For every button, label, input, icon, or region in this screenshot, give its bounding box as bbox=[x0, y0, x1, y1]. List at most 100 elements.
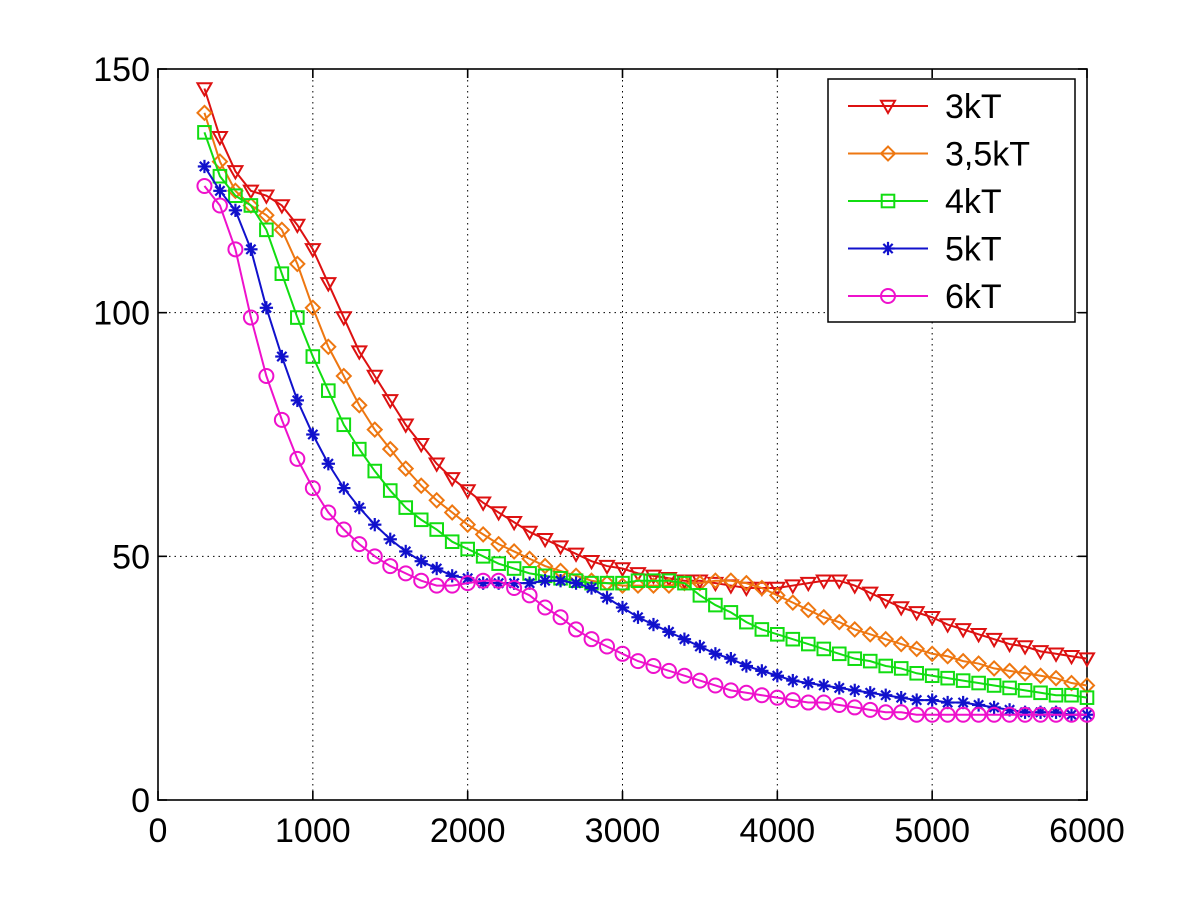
data-point bbox=[924, 706, 941, 723]
data-point bbox=[582, 554, 601, 571]
data-point bbox=[799, 576, 818, 593]
data-point bbox=[646, 617, 661, 632]
x-tick-label: 3000 bbox=[585, 812, 661, 850]
legend-marker bbox=[879, 145, 897, 162]
data-point bbox=[242, 309, 259, 326]
data-point bbox=[306, 427, 320, 442]
data-point bbox=[630, 573, 646, 589]
data-point bbox=[613, 562, 632, 578]
data-point bbox=[335, 521, 352, 538]
data-point bbox=[815, 694, 832, 711]
x-tick-label: 1000 bbox=[275, 812, 351, 850]
legend-label: 3,5kT bbox=[945, 136, 1030, 174]
data-point bbox=[723, 605, 739, 620]
axes: 0 1000 2000 3000 4000 5000 6000 0 50 100 150 bbox=[93, 51, 1125, 850]
data-point bbox=[770, 669, 784, 683]
legend-entry: 6kT bbox=[848, 278, 1002, 316]
data-point bbox=[923, 645, 941, 663]
data-point bbox=[892, 601, 910, 617]
data-point bbox=[551, 540, 570, 556]
data-point bbox=[755, 664, 769, 678]
data-point bbox=[397, 460, 415, 478]
data-point bbox=[305, 349, 321, 364]
data-point bbox=[770, 627, 785, 642]
data-point bbox=[1002, 680, 1017, 696]
data-point bbox=[784, 594, 802, 612]
data-point bbox=[846, 579, 864, 595]
data-point bbox=[335, 367, 353, 385]
legend-label: 6kT bbox=[945, 278, 1002, 316]
data-point bbox=[615, 575, 630, 591]
data-point bbox=[956, 695, 970, 710]
legend-entry: 4kT bbox=[848, 183, 1002, 221]
data-point bbox=[893, 661, 909, 676]
data-point bbox=[876, 593, 895, 610]
data-point bbox=[474, 525, 492, 543]
data-point bbox=[383, 532, 397, 546]
data-point bbox=[275, 349, 289, 364]
data-point bbox=[1001, 662, 1018, 680]
data-point bbox=[863, 686, 877, 700]
data-point bbox=[352, 500, 366, 515]
data-point bbox=[939, 647, 957, 665]
data-point bbox=[1016, 664, 1034, 682]
data-point bbox=[212, 168, 228, 184]
y-tick-label: 100 bbox=[93, 295, 150, 333]
legend-label: 5kT bbox=[945, 231, 1002, 269]
data-point bbox=[475, 549, 491, 564]
data-point bbox=[475, 572, 492, 589]
data-point bbox=[877, 630, 895, 648]
data-point bbox=[708, 647, 723, 661]
data-point bbox=[429, 522, 444, 537]
data-point bbox=[428, 577, 445, 594]
data-point bbox=[537, 599, 554, 616]
data-point bbox=[536, 557, 554, 575]
data-point bbox=[769, 689, 786, 706]
data-point bbox=[1063, 674, 1080, 692]
legend-marker bbox=[880, 288, 896, 304]
data-point bbox=[337, 481, 351, 495]
data-point bbox=[831, 696, 848, 713]
data-point bbox=[986, 706, 1003, 723]
data-point bbox=[631, 610, 645, 624]
data-point bbox=[304, 480, 321, 497]
data-point bbox=[397, 418, 415, 434]
data-point bbox=[877, 704, 894, 721]
data-point bbox=[986, 678, 1002, 693]
data-point bbox=[815, 574, 833, 590]
data-point bbox=[196, 177, 213, 194]
data-point bbox=[660, 577, 678, 594]
data-point bbox=[985, 632, 1003, 649]
series-line bbox=[203, 132, 1088, 699]
data-point bbox=[830, 574, 848, 590]
data-point bbox=[739, 614, 754, 630]
data-point bbox=[1048, 687, 1064, 703]
data-point bbox=[351, 441, 367, 457]
y-tick-label: 0 bbox=[131, 782, 150, 820]
data-point bbox=[815, 608, 833, 626]
series-3kT bbox=[195, 82, 1096, 668]
data-point bbox=[459, 575, 476, 592]
data-point bbox=[304, 243, 322, 259]
data-point bbox=[228, 203, 243, 217]
data-point bbox=[506, 561, 522, 576]
data-point bbox=[460, 541, 475, 557]
data-point bbox=[862, 653, 878, 669]
data-point bbox=[350, 396, 368, 414]
data-point bbox=[907, 606, 926, 622]
data-point bbox=[506, 580, 523, 597]
data-point bbox=[894, 691, 908, 705]
data-point bbox=[258, 368, 275, 385]
data-point bbox=[954, 623, 972, 639]
data-point bbox=[552, 609, 569, 626]
data-point bbox=[784, 579, 802, 595]
data-point bbox=[211, 197, 228, 214]
data-point bbox=[598, 559, 616, 576]
data-point bbox=[413, 512, 429, 528]
data-point bbox=[459, 516, 477, 534]
data-point bbox=[739, 659, 754, 673]
data-point bbox=[691, 672, 708, 689]
data-point bbox=[1017, 706, 1034, 723]
data-point bbox=[257, 206, 275, 224]
